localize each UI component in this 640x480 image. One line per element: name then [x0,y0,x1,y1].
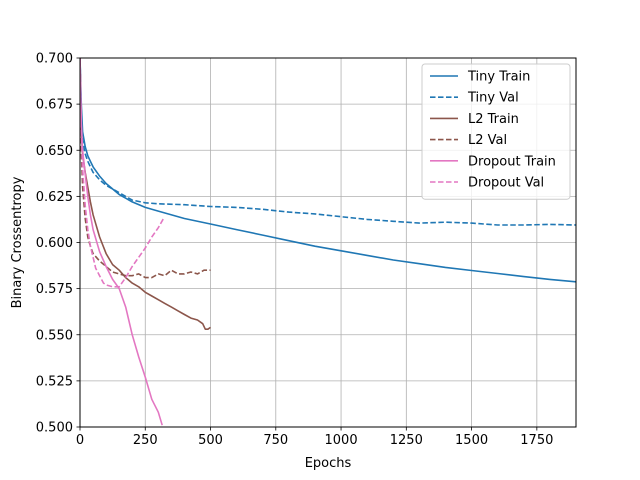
legend-label: L2 Val [468,133,507,148]
legend-label: Tiny Val [467,91,519,106]
y-tick-label: 0.600 [36,236,73,251]
series-line-tiny-train [80,58,576,283]
series-line-dropout-train [80,58,163,426]
x-tick-label: 750 [263,433,288,448]
legend-label: Dropout Train [468,154,556,169]
x-tick-label: 1250 [390,433,423,448]
y-tick-label: 0.525 [36,374,73,389]
legend-label: Tiny Train [467,70,530,85]
legend-label: Dropout Val [468,176,544,191]
series-line-dropout-val [80,58,165,288]
y-tick-label: 0.500 [36,421,73,436]
y-axis-label: Binary Crossentropy [10,176,25,308]
x-axis-label: Epochs [305,456,352,471]
legend: Tiny Train Tiny Val L2 Train L2 Val Dropout … [421,63,571,200]
legend-box [421,63,571,200]
x-tick-label: 500 [198,433,223,448]
x-tick-label: 1750 [520,433,553,448]
y-tick-label: 0.625 [36,190,73,205]
legend-label: L2 Train [468,112,519,127]
y-tick-label: 0.550 [36,328,73,343]
series-line-l2-val [80,58,211,279]
ticks: 0 250 500 750 1000 1250 1500 1750 0.500 0.525 0.55… [36,52,554,449]
series-line-l2-train [80,58,211,331]
x-tick-label: 250 [133,433,158,448]
x-tick-label: 1500 [455,433,488,448]
series-line-tiny-val [80,58,576,226]
y-tick-label: 0.700 [36,52,73,67]
x-tick-label: 0 [76,433,84,448]
y-tick-label: 0.650 [36,144,73,159]
y-tick-label: 0.575 [36,282,73,297]
series-lines [80,58,576,426]
y-tick-label: 0.675 [36,98,73,113]
x-tick-label: 1000 [325,433,358,448]
